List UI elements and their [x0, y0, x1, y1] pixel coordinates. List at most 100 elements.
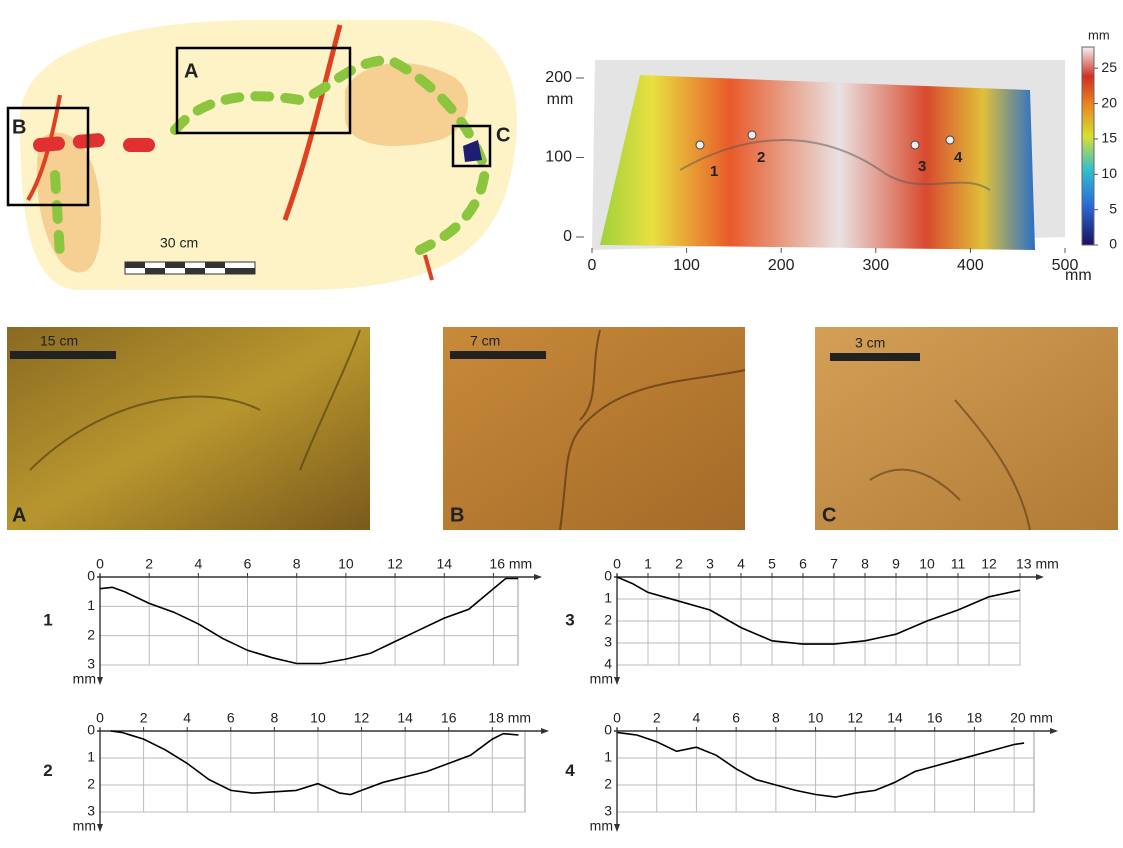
x-tick-label: 12	[847, 710, 863, 726]
x-tick-label: 6	[799, 556, 807, 572]
x-arrow	[1036, 574, 1044, 580]
x-tick-label: 13 mm	[1016, 556, 1059, 572]
x-tick-label: 0	[96, 710, 104, 726]
x-tick-label: 2	[140, 710, 148, 726]
scale-label: 30 cm	[160, 235, 198, 251]
y-tick-label: 0	[87, 568, 95, 584]
x-tick-label: 5	[768, 556, 776, 572]
track-red	[33, 133, 167, 152]
photo	[443, 327, 745, 530]
photo-detail	[869, 399, 1031, 531]
row-label: 3	[565, 610, 574, 629]
y-tick-label: 0	[563, 228, 572, 245]
x-tick-label: 4	[183, 710, 191, 726]
x-tick-label: 2	[145, 556, 153, 572]
y-tick-label: 3	[604, 803, 612, 819]
y-tick-label: 0	[604, 568, 612, 584]
photo	[7, 327, 370, 530]
x-unit: mm	[1065, 267, 1092, 284]
surface-plot	[592, 46, 1095, 250]
x-tick-label: 12	[354, 710, 370, 726]
y-tick-label: 3	[87, 656, 95, 672]
y-arrow	[97, 824, 103, 832]
x-tick-label: 6	[244, 556, 252, 572]
row-label: 1	[43, 610, 52, 629]
x-tick-label: 8	[772, 710, 780, 726]
y-tick-label: 2	[604, 612, 612, 628]
x-tick-label: 0	[613, 556, 621, 572]
x-tick-label: 200	[768, 257, 795, 274]
x-tick-label: 2	[653, 710, 661, 726]
x-tick-label: 9	[892, 556, 900, 572]
photo-scale: 15 cm	[40, 333, 78, 349]
y-unit: mm	[73, 671, 96, 687]
zone	[345, 63, 469, 146]
x-tick-label: 20 mm	[1010, 710, 1053, 726]
photo-scale-bar	[10, 351, 116, 359]
x-tick-label: 14	[397, 710, 413, 726]
y-tick-label: 1	[604, 749, 612, 765]
y-tick-label: 0	[87, 722, 95, 738]
x-tick-label: 8	[861, 556, 869, 572]
y-tick-label: 4	[604, 656, 612, 672]
track-green	[50, 54, 491, 260]
x-tick-label: 14	[436, 556, 452, 572]
row-label: 2	[43, 761, 52, 780]
profile-line	[99, 577, 518, 665]
x-tick-label: 18	[967, 710, 983, 726]
y-tick-label: 200	[545, 69, 572, 86]
surface	[600, 75, 1035, 250]
x-tick-label: 12	[387, 556, 403, 572]
colorbar-tick-label: 15	[1101, 130, 1117, 146]
x-tick-label: 0	[613, 710, 621, 726]
x-arrow	[541, 728, 549, 734]
x-tick-label: 10	[338, 556, 354, 572]
x-tick-label: 8	[270, 710, 278, 726]
x-tick-label: 18 mm	[488, 710, 531, 726]
track-blue	[463, 140, 482, 162]
x-tick-label: 16	[927, 710, 943, 726]
photo-detail	[29, 329, 361, 471]
x-tick-label: 10	[919, 556, 935, 572]
photo-scale: 3 cm	[855, 335, 885, 351]
x-tick-label: 11	[951, 556, 966, 572]
x-arrow	[534, 574, 542, 580]
x-arrow	[1050, 728, 1058, 734]
photo-detail	[559, 329, 746, 531]
x-tick-label: 10	[310, 710, 326, 726]
site-map: A B C 30 cm	[6, 20, 518, 290]
photo-scale-bar	[830, 353, 920, 361]
x-tick-label: 100	[673, 257, 700, 274]
x-tick-label: 400	[957, 257, 984, 274]
x-tick-label: 8	[293, 556, 301, 572]
y-tick-label: 2	[87, 626, 95, 642]
x-tick-label: 12	[981, 556, 997, 572]
profile-pin	[695, 140, 705, 150]
photo-label: A	[12, 504, 26, 526]
y-tick-label: 1	[87, 749, 95, 765]
x-tick-label: 6	[732, 710, 740, 726]
y-tick-label: 100	[545, 149, 572, 166]
x-tick-label: 10	[808, 710, 824, 726]
photo-scale-bar	[450, 351, 546, 359]
y-tick-label: 1	[87, 597, 95, 613]
profile-line	[110, 730, 519, 796]
photo-label: B	[450, 504, 464, 526]
box-b	[6, 106, 90, 207]
profile-marker: 4	[954, 149, 963, 166]
crack	[423, 254, 434, 281]
y-unit: mm	[590, 818, 613, 834]
y-tick-label: 2	[87, 776, 95, 792]
colorbar-unit: mm	[1088, 27, 1110, 42]
box-a	[175, 46, 352, 135]
x-tick-label: 4	[693, 710, 701, 726]
colorbar-tick-label: 25	[1101, 59, 1117, 75]
x-tick-label: 4	[194, 556, 202, 572]
profile-pin	[945, 135, 955, 145]
profile-marker: 3	[918, 158, 926, 175]
y-tick-label: 3	[604, 634, 612, 650]
x-tick-label: 300	[862, 257, 889, 274]
y-tick-label: 3	[87, 803, 95, 819]
photo-scale: 7 cm	[470, 333, 500, 349]
